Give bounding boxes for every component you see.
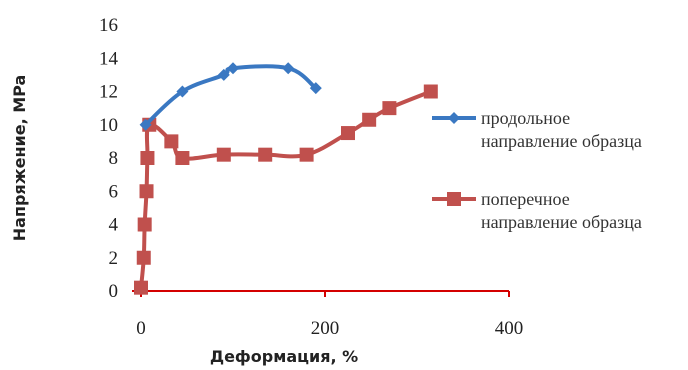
y-axis-ticks: 0 2 4 6 8 10 12 14 16: [99, 15, 119, 302]
y-tick-label: 4: [109, 215, 119, 236]
data-point: [341, 126, 355, 141]
x-tick-label: 400: [495, 318, 524, 339]
data-point: [227, 62, 239, 75]
legend-marker: [447, 192, 461, 206]
data-point: [258, 147, 273, 162]
series-line: [143, 64, 318, 127]
y-tick-label: 6: [109, 181, 119, 202]
data-point: [175, 151, 190, 165]
data-point: [176, 85, 189, 98]
y-tick-label: 10: [99, 115, 118, 136]
legend-label: поперечное: [481, 189, 570, 209]
legend-label: направление образца: [481, 131, 642, 151]
data-point: [164, 134, 179, 149]
data-point: [217, 68, 230, 81]
data-point: [139, 118, 152, 131]
y-tick-label: 16: [99, 15, 118, 36]
data-point: [362, 112, 377, 127]
data-point: [137, 217, 152, 232]
y-tick-label: 2: [109, 248, 119, 269]
legend-item: поперечное направление образца: [432, 189, 642, 232]
legend: продольное направление образца поперечное н…: [432, 108, 642, 232]
legend-label: продольное: [481, 108, 570, 128]
data-point: [299, 147, 314, 162]
legend-label: направление образца: [481, 212, 642, 232]
x-tick-label: 0: [136, 318, 146, 339]
y-tick-label: 0: [109, 281, 119, 302]
x-axis-ticks: 0 200 400: [136, 291, 523, 339]
x-tick-label: 200: [311, 318, 340, 339]
data-point: [136, 250, 151, 265]
series-layer: [134, 62, 438, 295]
series-1: [139, 62, 322, 131]
data-point: [140, 151, 155, 165]
data-point: [139, 184, 154, 199]
series-line: [139, 89, 433, 290]
legend-marker: [448, 112, 460, 124]
y-axis-title: Напряжение, MPa: [10, 75, 29, 242]
y-tick-label: 14: [99, 48, 119, 69]
data-point: [134, 280, 148, 295]
data-point: [282, 62, 295, 75]
y-tick-label: 8: [109, 148, 119, 169]
x-axis-title: Деформация, %: [210, 347, 358, 366]
y-tick-label: 12: [99, 82, 118, 103]
data-point: [423, 84, 438, 99]
data-point: [309, 82, 322, 95]
series-2: [134, 84, 438, 295]
data-point: [216, 147, 231, 162]
data-point: [382, 101, 397, 116]
legend-item: продольное направление образца: [432, 108, 642, 151]
